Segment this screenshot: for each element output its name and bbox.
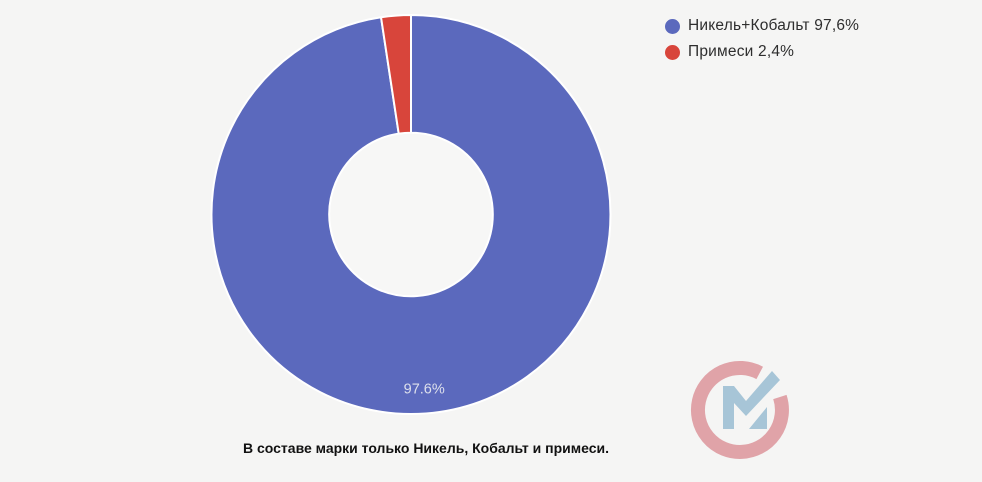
slice-data-label: 97.6% [404,381,445,397]
legend-item-impurities[interactable]: Примеси 2,4% [665,43,859,61]
legend-swatch [665,44,680,60]
chart-caption: В составе марки только Никель, Кобальт и… [242,440,610,456]
legend-label: Примеси 2,4% [688,43,795,60]
legend-item-nickel-cobalt[interactable]: Никель+Кобальт 97,6% [665,17,859,35]
legend: Никель+Кобальт 97,6% Примеси 2,4% [665,17,859,61]
logo-m-right-leg [749,407,767,429]
donut-hole [329,132,493,297]
pie-slice-0[interactable] [210,14,612,415]
legend-swatch [665,18,680,34]
pie-slice-1[interactable] [380,13,412,135]
logo-c-letter [690,360,789,459]
logo-m-checkmark [723,371,780,429]
legend-label: Никель+Кобальт 97,6% [688,17,860,34]
watermark-logo [690,360,789,459]
